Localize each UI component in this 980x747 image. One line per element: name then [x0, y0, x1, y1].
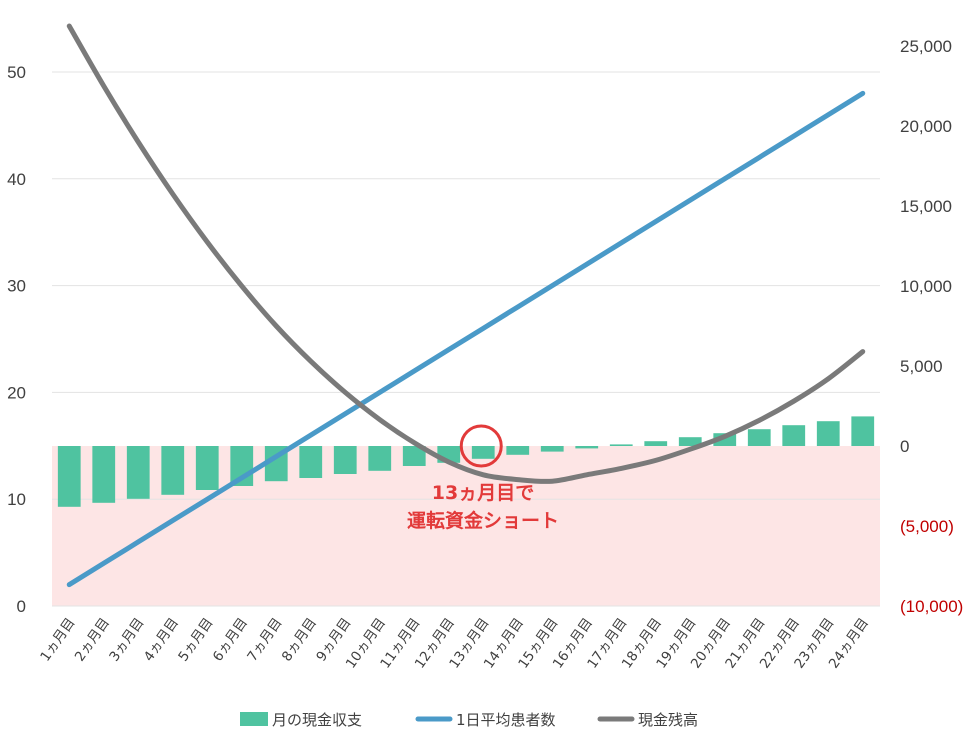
cash-flow-bar	[816, 421, 840, 446]
line-series	[66, 23, 866, 588]
shortage-circle-marker	[459, 424, 503, 468]
cash-flow-bar	[575, 446, 599, 449]
x-axis-ticks: 1ヵ月目2ヵ月目3ヵ月目4ヵ月目5ヵ月目6ヵ月目7ヵ月目8ヵ月目9ヵ月目10ヵ月…	[37, 615, 872, 671]
x-tick-label: 5ヵ月目	[175, 615, 216, 664]
right-tick-label: 15,000	[900, 197, 952, 216]
cash-flow-bar	[195, 446, 219, 490]
right-axis-ticks: (10,000) (5,000) 0 5,000 10,000 15,000 20,000 2…	[900, 37, 963, 616]
x-tick-label: 6ヵ月目	[210, 615, 251, 664]
legend-label: 現金残高	[638, 711, 698, 729]
x-tick-label: 4ヵ月目	[141, 615, 182, 664]
cash-flow-bar	[402, 446, 426, 466]
legend-label: 月の現金収支	[272, 711, 362, 729]
x-tick-label: 8ヵ月目	[279, 615, 320, 664]
right-tick-label: 20,000	[900, 117, 952, 136]
x-tick-label: 2ヵ月目	[72, 615, 113, 664]
cash-flow-bar	[161, 446, 185, 495]
cash-flow-bar	[299, 446, 323, 478]
cash-flow-bar	[368, 446, 392, 471]
x-tick-label: 7ヵ月目	[244, 615, 285, 664]
right-tick-label: (5,000)	[900, 517, 954, 536]
x-tick-label: 3ヵ月目	[106, 615, 147, 664]
cash-flow-bar	[678, 437, 702, 446]
cash-balance-line	[66, 23, 866, 484]
left-tick-label: 10	[7, 490, 26, 509]
cash-flow-bar	[609, 444, 633, 446]
patients-line	[66, 90, 866, 588]
left-axis-ticks: 0 10 20 30 40 50	[7, 63, 26, 616]
legend-label: 1日平均患者数	[456, 711, 556, 729]
cash-flow-bar	[471, 446, 495, 459]
cash-flow-bar	[747, 429, 771, 446]
shortage-annotation: 13ヵ月目で 運転資金ショート	[407, 424, 559, 532]
negative-cash-region	[52, 446, 880, 606]
right-tick-label: 0	[900, 437, 909, 456]
cash-flow-bar	[126, 446, 150, 499]
x-tick-label: 1ヵ月目	[37, 615, 78, 664]
cash-flow-bar	[92, 446, 116, 503]
left-tick-label: 0	[17, 597, 26, 616]
cash-flow-bar	[506, 446, 530, 455]
right-tick-label: 10,000	[900, 277, 952, 296]
cash-flow-bars	[57, 416, 875, 507]
left-tick-label: 40	[7, 170, 26, 189]
annotation-line-1: 13ヵ月目で	[432, 482, 534, 504]
right-tick-label: (10,000)	[900, 597, 963, 616]
annotation-line-2: 運転資金ショート	[407, 509, 559, 532]
cash-flow-bar	[851, 416, 875, 446]
cash-flow-bar	[782, 425, 806, 446]
legend-swatch	[240, 712, 268, 726]
cash-flow-bar	[57, 446, 81, 507]
left-tick-label: 20	[7, 383, 26, 402]
right-tick-label: 5,000	[900, 357, 943, 376]
right-tick-label: 25,000	[900, 37, 952, 56]
cash-flow-bar	[644, 441, 668, 446]
cash-flow-bar	[540, 446, 564, 452]
left-tick-label: 30	[7, 277, 26, 296]
left-tick-label: 50	[7, 63, 26, 82]
cash-flow-bar	[333, 446, 357, 474]
legend: 月の現金収支 1日平均患者数 現金残高	[240, 711, 698, 729]
gridlines	[52, 71, 880, 607]
